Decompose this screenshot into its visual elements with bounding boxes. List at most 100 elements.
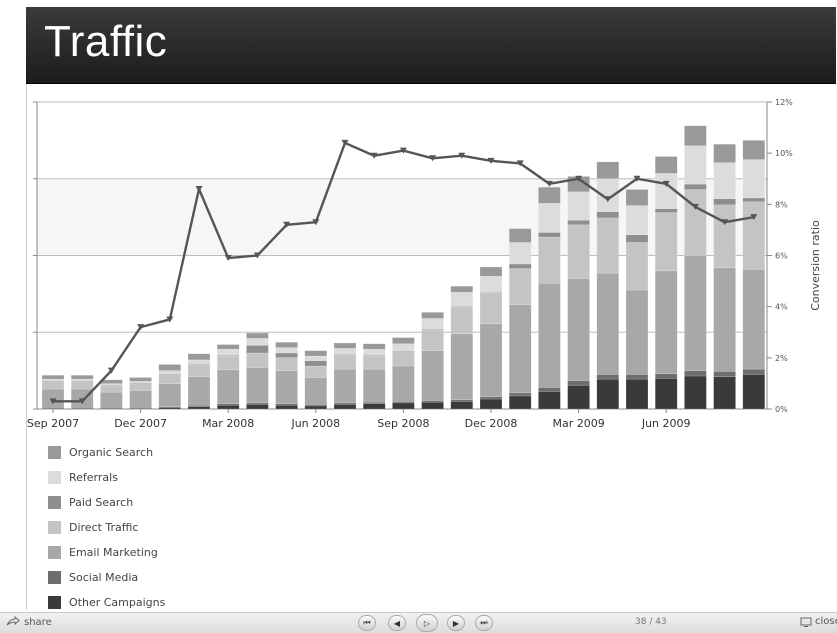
legend-label: Organic Search: [69, 446, 154, 459]
bar-segment: [246, 352, 269, 368]
bar-segment: [275, 341, 298, 348]
legend-swatch: [48, 521, 61, 534]
bar-segment: [187, 365, 211, 378]
bar-segment: [158, 383, 182, 407]
conversion-point: [370, 152, 378, 159]
legend-swatch: [48, 496, 61, 509]
bar-segment: [362, 343, 386, 350]
close-icon: [800, 617, 812, 627]
bar-segment: [362, 348, 386, 356]
bar-segment: [713, 198, 736, 206]
bar-segment: [304, 365, 328, 378]
bar-segment: [421, 312, 444, 319]
bar-segment: [742, 159, 766, 199]
conversion-point: [575, 175, 583, 182]
slide-title-bar: Traffic: [26, 7, 836, 84]
bar-segment: [450, 333, 474, 401]
share-button[interactable]: share: [6, 616, 52, 628]
bar-segment: [129, 390, 152, 408]
bar-segment: [479, 396, 503, 400]
first-slide-button[interactable]: ⏮: [358, 615, 376, 631]
bar-segment: [713, 371, 736, 378]
close-button[interactable]: close: [800, 616, 837, 627]
bar-segment: [450, 285, 474, 293]
bar-segment: [654, 156, 678, 174]
x-tick-label: Jun 2009: [641, 417, 691, 430]
conversion-point: [253, 252, 261, 259]
right-tick-label: 8%: [775, 200, 788, 209]
bar-segment: [216, 355, 240, 371]
bar-segment: [100, 391, 123, 408]
bar-segment: [479, 292, 503, 325]
bar-segment: [538, 232, 561, 238]
bar-segment: [216, 404, 240, 410]
play-button[interactable]: ▷: [416, 614, 438, 632]
bar-segment: [450, 401, 474, 410]
bar-segment: [479, 323, 503, 397]
bar-segment: [216, 369, 240, 404]
bar-segment: [392, 365, 415, 402]
bar-segment: [713, 204, 736, 269]
bar-segment: [304, 377, 328, 405]
conversion-point: [224, 255, 232, 262]
bar-segment: [596, 378, 620, 410]
bar-segment: [684, 183, 707, 190]
bar-segment: [596, 374, 620, 380]
bar-segment: [538, 236, 561, 284]
legend-item-direct-traffic: Direct Traffic: [48, 515, 165, 540]
bar-segment: [538, 387, 561, 392]
conversion-point: [721, 219, 729, 226]
bar-segment: [362, 403, 386, 410]
bar-segment: [713, 143, 736, 163]
bar-segment: [392, 401, 415, 404]
last-slide-button[interactable]: ⏭: [475, 615, 493, 631]
bar-segment: [362, 368, 386, 403]
prev-slide-button[interactable]: ◀: [388, 615, 406, 631]
bar-segment: [538, 186, 561, 204]
bar-segment: [70, 388, 94, 408]
bar-segment: [596, 272, 620, 375]
bar-segment: [742, 140, 766, 160]
close-label: close: [815, 616, 837, 627]
bar-segment: [246, 404, 269, 410]
bar-segment: [129, 377, 152, 382]
right-tick-label: 6%: [775, 252, 788, 261]
bar-segment: [158, 364, 182, 371]
share-label: share: [24, 616, 52, 628]
bar-segment: [70, 407, 94, 410]
conversion-point: [662, 180, 670, 187]
bar-segment: [333, 342, 357, 349]
conversion-point: [49, 398, 57, 405]
bar-segment: [450, 292, 474, 307]
legend-swatch: [48, 596, 61, 609]
bar-segment: [684, 145, 707, 185]
bar-segment: [508, 268, 532, 305]
bar-segment: [216, 344, 240, 350]
share-icon: [6, 616, 20, 626]
bar-segment: [654, 212, 678, 272]
bar-segment: [479, 266, 503, 277]
bar-segment: [654, 270, 678, 374]
next-slide-button[interactable]: ▶: [447, 615, 465, 631]
conversion-point: [633, 175, 641, 182]
bar-segment: [713, 162, 736, 199]
legend-label: Email Marketing: [69, 546, 158, 559]
bar-segment: [158, 374, 182, 384]
conversion-point: [312, 219, 320, 226]
bar-segment: [450, 306, 474, 335]
bar-segment: [70, 374, 94, 380]
conversion-point: [487, 157, 495, 164]
x-tick-label: Mar 2009: [552, 417, 604, 430]
bar-segment: [713, 376, 736, 410]
legend-item-referrals: Referrals: [48, 465, 165, 490]
conversion-point: [691, 203, 699, 210]
legend-item-social-media: Social Media: [48, 565, 165, 590]
bar-segment: [625, 378, 649, 410]
legend-item-paid-search: Paid Search: [48, 490, 165, 515]
conversion-point: [399, 147, 407, 154]
conversion-point: [545, 180, 553, 187]
legend-item-organic-search: Organic Search: [48, 440, 165, 465]
x-tick-label: Mar 2008: [202, 417, 254, 430]
x-tick-label: Dec 2007: [114, 417, 167, 430]
bar-segment: [129, 383, 152, 391]
